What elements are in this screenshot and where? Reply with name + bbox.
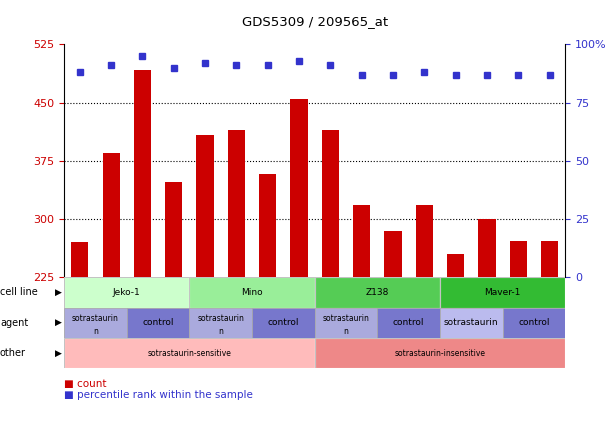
Bar: [315, 308, 378, 338]
Text: sotrastaurin-insensitive: sotrastaurin-insensitive: [395, 349, 485, 358]
Bar: [447, 254, 464, 277]
Bar: [189, 308, 252, 338]
Text: Mino: Mino: [241, 288, 263, 297]
Text: n: n: [218, 327, 223, 336]
Bar: [440, 277, 565, 308]
Bar: [189, 308, 252, 338]
Text: ▶: ▶: [55, 349, 62, 358]
Text: Maver-1: Maver-1: [485, 288, 521, 297]
Bar: [315, 277, 440, 308]
Bar: [189, 308, 252, 338]
Text: agent: agent: [0, 318, 28, 328]
Text: sotrastaurin: sotrastaurin: [444, 318, 499, 327]
Bar: [315, 338, 565, 368]
Bar: [64, 338, 315, 368]
Bar: [510, 241, 527, 277]
Text: ■ count: ■ count: [64, 379, 107, 389]
Text: control: control: [518, 318, 550, 327]
Bar: [315, 308, 378, 338]
Text: n: n: [343, 327, 348, 336]
Bar: [353, 205, 370, 277]
Bar: [64, 338, 315, 368]
Bar: [71, 242, 89, 277]
Bar: [197, 135, 214, 277]
Bar: [378, 308, 440, 338]
Bar: [228, 130, 245, 277]
Text: sotrastaurin: sotrastaurin: [197, 314, 244, 323]
Text: sotrastaurin: sotrastaurin: [72, 314, 119, 323]
Bar: [127, 308, 189, 338]
Text: cell line: cell line: [0, 287, 38, 297]
Bar: [189, 277, 315, 308]
Bar: [415, 205, 433, 277]
Bar: [252, 308, 315, 338]
Text: control: control: [268, 318, 299, 327]
Bar: [127, 308, 189, 338]
Text: sotrastaurin
n: sotrastaurin n: [197, 313, 244, 332]
Bar: [189, 277, 315, 308]
Text: control: control: [268, 318, 299, 327]
Text: control: control: [142, 318, 174, 327]
Text: other: other: [0, 348, 26, 358]
Bar: [503, 308, 565, 338]
Bar: [315, 338, 565, 368]
Bar: [134, 70, 151, 277]
Text: sotrastaurin: sotrastaurin: [444, 318, 499, 327]
Text: n: n: [93, 327, 98, 336]
Text: control: control: [518, 318, 550, 327]
Text: sotrastaurin-sensitive: sotrastaurin-sensitive: [147, 349, 232, 358]
Bar: [440, 277, 565, 308]
Bar: [64, 308, 127, 338]
Bar: [64, 308, 127, 338]
Text: control: control: [393, 318, 425, 327]
Bar: [440, 308, 503, 338]
Bar: [64, 308, 127, 338]
Bar: [315, 308, 378, 338]
Bar: [440, 308, 503, 338]
Bar: [252, 308, 315, 338]
Text: GDS5309 / 209565_at: GDS5309 / 209565_at: [241, 15, 388, 28]
Bar: [384, 231, 401, 277]
Bar: [541, 241, 558, 277]
Bar: [259, 174, 276, 277]
Bar: [378, 308, 440, 338]
Bar: [440, 308, 503, 338]
Bar: [503, 308, 565, 338]
Text: sotrastaurin
n: sotrastaurin n: [323, 313, 370, 332]
Text: ▶: ▶: [55, 318, 62, 327]
Text: sotrastaurin
n: sotrastaurin n: [72, 313, 119, 332]
Bar: [103, 153, 120, 277]
Bar: [478, 219, 496, 277]
Bar: [290, 99, 307, 277]
Bar: [378, 308, 440, 338]
Bar: [252, 308, 315, 338]
Bar: [64, 277, 189, 308]
Text: control: control: [142, 318, 174, 327]
Bar: [165, 182, 182, 277]
Text: ■ percentile rank within the sample: ■ percentile rank within the sample: [64, 390, 253, 400]
Bar: [503, 308, 565, 338]
Bar: [322, 130, 339, 277]
Bar: [127, 308, 189, 338]
Text: control: control: [393, 318, 425, 327]
Text: Jeko-1: Jeko-1: [113, 288, 141, 297]
Text: ▶: ▶: [55, 288, 62, 297]
Bar: [64, 277, 189, 308]
Text: Z138: Z138: [365, 288, 389, 297]
Bar: [315, 277, 440, 308]
Text: sotrastaurin: sotrastaurin: [323, 314, 370, 323]
